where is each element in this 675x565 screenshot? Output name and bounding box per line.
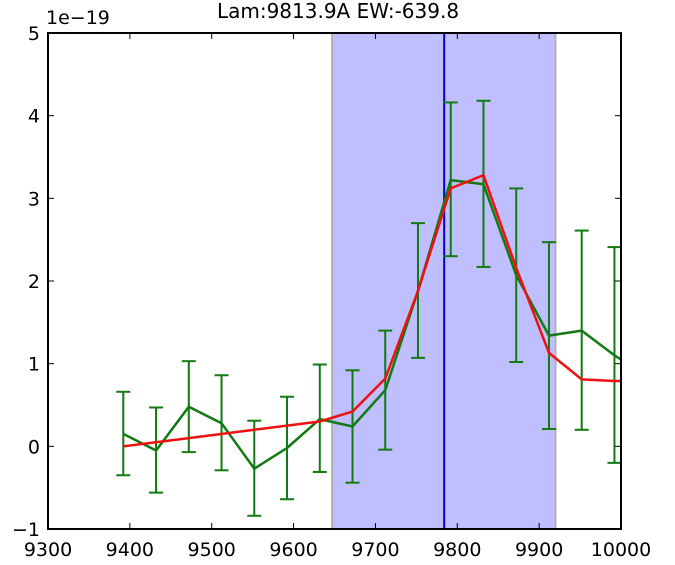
series-group: [116, 99, 621, 517]
y-tick-label: −1: [12, 519, 40, 541]
x-tick-label: 9700: [351, 539, 399, 561]
y-axis-offset-label: 1e−19: [46, 7, 110, 29]
x-tick-label: 9800: [433, 539, 481, 561]
y-tick-label: 5: [28, 23, 40, 45]
y-tick-label: 4: [28, 106, 40, 128]
series-2: [123, 173, 621, 448]
y-tick-label: 3: [28, 188, 40, 210]
series-1: [116, 99, 621, 517]
chart-title: Lam:9813.9A EW:-639.8: [217, 0, 459, 23]
series-line: [123, 173, 621, 448]
x-tick-label: 10000: [591, 539, 651, 561]
x-tick-label: 9600: [269, 539, 317, 561]
x-tick-label: 9900: [515, 539, 563, 561]
y-tick-label: 1: [28, 354, 40, 376]
y-tick-label: 0: [28, 436, 40, 458]
series-line: [122, 178, 621, 470]
x-tick-label: 9500: [188, 539, 236, 561]
y-tick-label: 2: [28, 271, 40, 293]
x-tick-label: 9300: [24, 539, 72, 561]
x-tick-label: 9400: [106, 539, 154, 561]
